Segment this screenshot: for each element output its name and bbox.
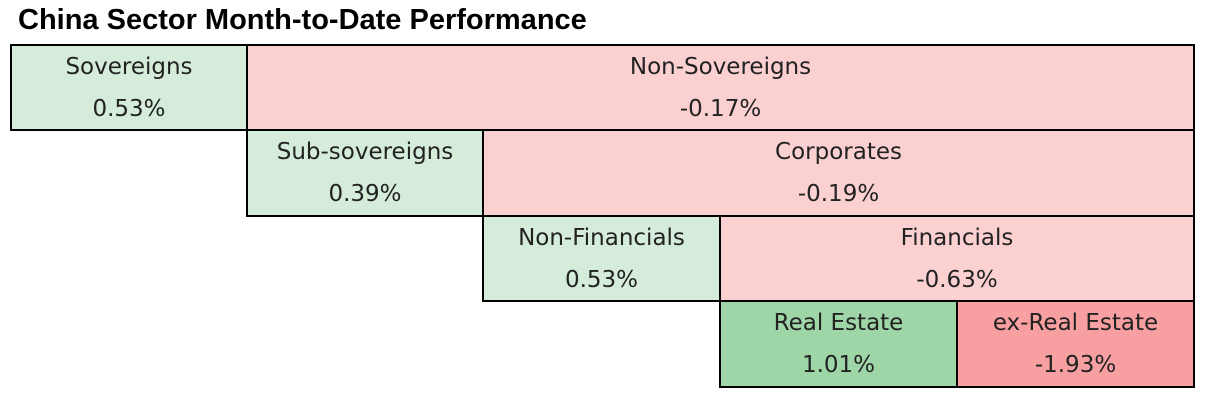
- cell-value: -0.17%: [679, 95, 762, 122]
- cell-non-financials: Non-Financials 0.53%: [482, 215, 721, 302]
- cell-label: Sub-sovereigns: [276, 139, 454, 165]
- cell-value: 0.39%: [328, 181, 402, 207]
- cell-corporates: Corporates -0.19%: [482, 129, 1195, 217]
- cell-value: -0.63%: [916, 266, 998, 293]
- cell-label: Non-Sovereigns: [629, 53, 812, 80]
- cell-value: 1.01%: [801, 352, 876, 378]
- cell-label: Financials: [900, 224, 1014, 251]
- cell-label: ex-Real Estate: [992, 310, 1159, 336]
- cell-label: Corporates: [775, 139, 902, 165]
- chart-title: China Sector Month-to-Date Performance: [18, 4, 587, 36]
- cell-value: -0.19%: [797, 181, 880, 207]
- cell-sovereigns: Sovereigns 0.53%: [10, 44, 248, 131]
- cell-financials: Financials -0.63%: [719, 215, 1195, 302]
- cell-value: 0.53%: [92, 95, 166, 122]
- cell-label: Sovereigns: [65, 53, 193, 80]
- cell-non-sovereigns: Non-Sovereigns -0.17%: [246, 44, 1195, 131]
- cell-value: 0.53%: [564, 266, 639, 293]
- cell-label: Real Estate: [773, 310, 904, 336]
- cell-ex-real-estate: ex-Real Estate -1.93%: [956, 300, 1195, 388]
- cell-value: -1.93%: [1034, 352, 1117, 378]
- cell-label: Non-Financials: [518, 224, 685, 251]
- cell-real-estate: Real Estate 1.01%: [719, 300, 958, 388]
- cell-sub-sovereigns: Sub-sovereigns 0.39%: [246, 129, 484, 217]
